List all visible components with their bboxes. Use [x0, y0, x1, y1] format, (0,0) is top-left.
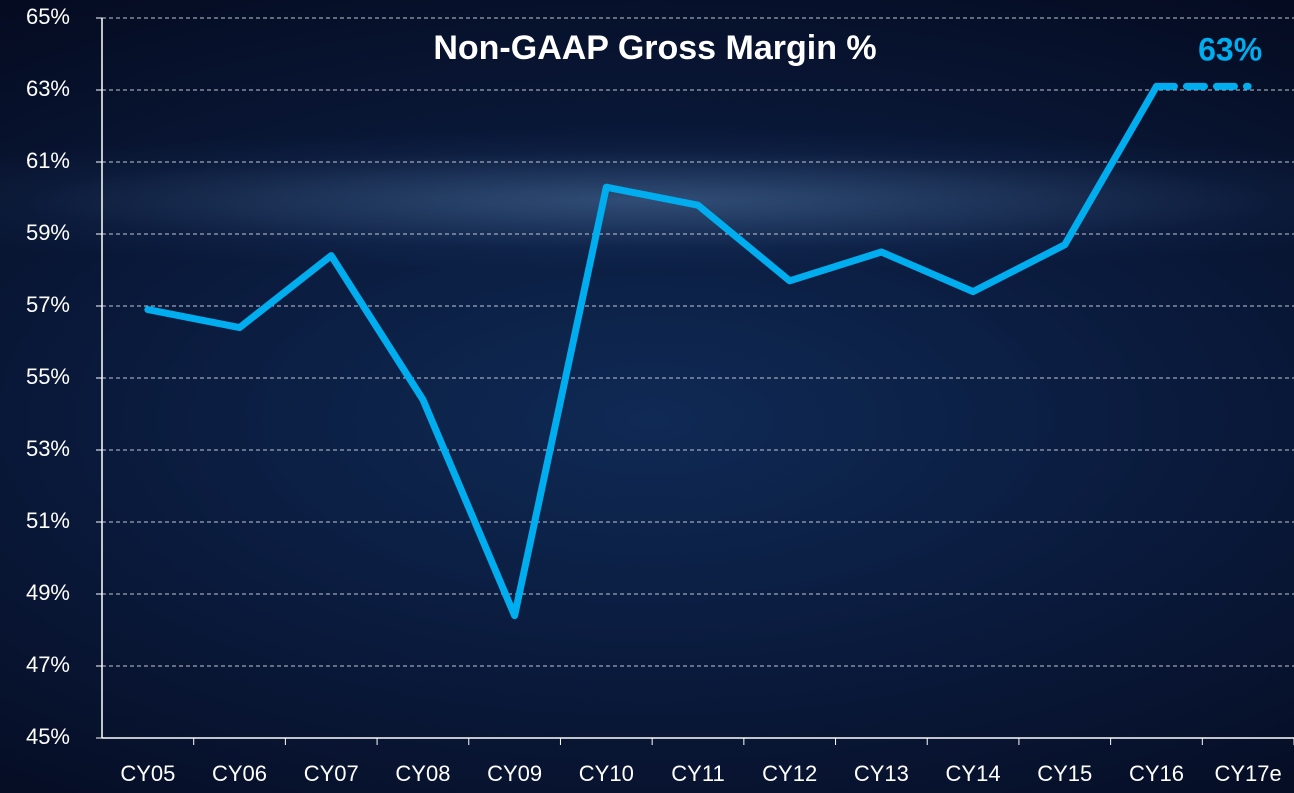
y-tick-label: 53% [26, 436, 70, 461]
x-tick-label: CY09 [487, 761, 542, 786]
y-tick-label: 65% [26, 4, 70, 29]
x-tick-label: CY16 [1129, 761, 1184, 786]
y-tick-label: 47% [26, 652, 70, 677]
chart-title: Non-GAAP Gross Margin % [433, 29, 876, 67]
y-tick-label: 55% [26, 364, 70, 389]
line [144, 82, 1160, 620]
x-tick-label: CY17e [1215, 761, 1282, 786]
x-tick-label: CY14 [946, 761, 1001, 786]
x-tick-label: CY12 [762, 761, 817, 786]
x-tick-label: CY11 [671, 761, 724, 786]
x-tick-label: CY05 [120, 761, 175, 786]
annotation: 63% [1198, 31, 1262, 67]
x-tick-label: CY15 [1037, 761, 1092, 786]
x-tick-label: CY08 [395, 761, 450, 786]
x-tick-label: CY07 [304, 761, 359, 786]
y-tick-label: 51% [26, 508, 70, 533]
y-tick-label: 57% [26, 292, 70, 317]
y-tick-label: 63% [26, 76, 70, 101]
y-tick-label: 61% [26, 148, 70, 173]
x-tick-label: CY10 [579, 761, 634, 786]
x-tick-label: CY13 [854, 761, 909, 786]
y-tick-label: 45% [26, 724, 70, 749]
y-tick-label: 59% [26, 220, 70, 245]
y-tick-label: 49% [26, 580, 70, 605]
x-tick-label: CY06 [212, 761, 267, 786]
